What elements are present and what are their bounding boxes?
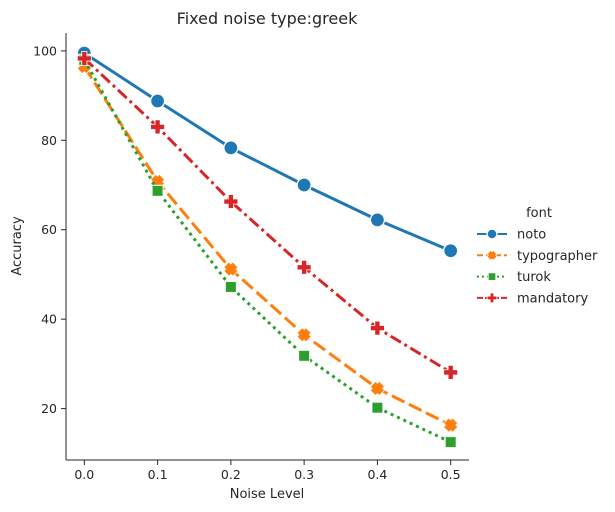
y-tick-label: 100: [33, 43, 57, 58]
plot-area: [76, 45, 459, 449]
y-tick-label: 20: [41, 401, 57, 416]
y-tick-label: 80: [41, 133, 57, 148]
data-point-mandatory: [150, 119, 165, 135]
legend-marker: [487, 272, 497, 281]
data-point-noto: [369, 212, 386, 228]
series-mandatory: [76, 51, 459, 380]
legend-item-typographer: typographer: [477, 249, 598, 264]
data-point-turok: [371, 401, 384, 414]
legend-marker: [486, 228, 498, 240]
legend-label: turok: [517, 270, 551, 285]
series-line-turok: [83, 59, 452, 444]
x-tick-label: 0.2: [221, 467, 241, 482]
data-point-typographer: [223, 261, 239, 277]
data-point-noto: [296, 177, 312, 193]
data-point-turok: [444, 436, 457, 449]
y-axis-ticks: 20 40 60 80 100: [33, 43, 66, 416]
y-tick-label: 60: [41, 222, 57, 237]
legend-label: noto: [517, 228, 546, 243]
x-tick-label: 0.4: [367, 467, 387, 482]
legend-item-turok: turok: [477, 270, 551, 285]
data-point-noto: [149, 93, 166, 109]
data-point-noto: [223, 140, 239, 156]
data-point-turok: [151, 184, 164, 197]
data-point-turok: [298, 349, 311, 362]
legend-marker: [486, 249, 498, 261]
x-axis-ticks: 0.0 0.1 0.2 0.3 0.4 0.5: [74, 460, 461, 482]
data-point-noto: [443, 243, 459, 259]
x-axis-label: Noise Level: [230, 487, 305, 502]
legend-item-mandatory: mandatory: [477, 291, 588, 306]
x-tick-label: 0.5: [441, 467, 461, 482]
data-point-mandatory: [443, 364, 459, 380]
series-typographer: [76, 58, 459, 433]
y-tick-label: 40: [41, 312, 57, 327]
legend-item-noto: noto: [477, 228, 546, 243]
series-line-mandatory: [83, 57, 452, 374]
data-point-mandatory: [296, 259, 312, 275]
legend-label: typographer: [517, 249, 598, 264]
legend: font noto typographer turok mandatory: [477, 206, 598, 306]
x-tick-label: 0.1: [148, 467, 168, 482]
legend-title: font: [526, 206, 552, 221]
legend-marker: [486, 292, 498, 304]
data-point-typographer: [369, 380, 386, 397]
x-tick-label: 0.0: [74, 467, 94, 482]
series-noto: [76, 45, 459, 259]
data-point-turok: [224, 280, 237, 293]
data-point-mandatory: [76, 51, 92, 66]
data-point-typographer: [443, 417, 459, 433]
data-point-mandatory: [223, 194, 239, 209]
series-line-typographer: [83, 65, 452, 427]
series-line-noto: [83, 51, 452, 253]
data-point-typographer: [296, 327, 312, 343]
series-turok: [78, 53, 457, 449]
x-tick-label: 0.3: [294, 467, 314, 482]
chart-title: Fixed noise type:greek: [177, 9, 358, 28]
y-axis-label: Accuracy: [10, 216, 25, 276]
data-point-mandatory: [370, 320, 385, 336]
legend-label: mandatory: [517, 291, 588, 306]
